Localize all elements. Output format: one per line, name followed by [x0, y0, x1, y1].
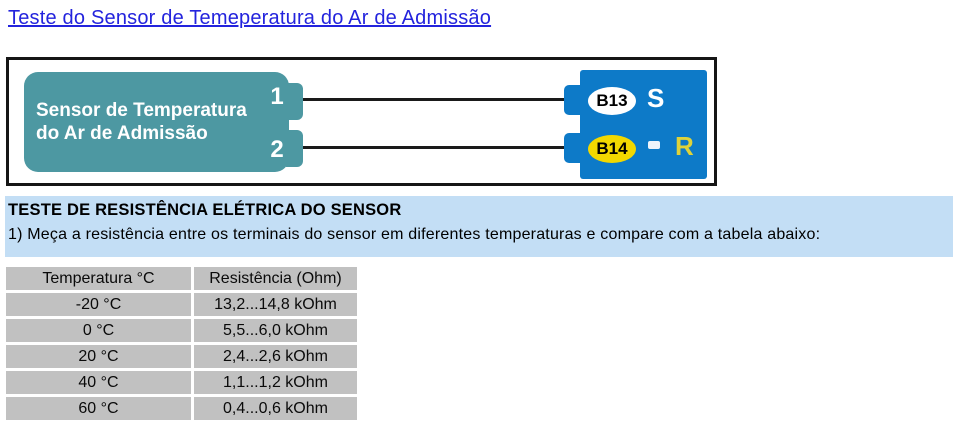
cell-resistance: 0,4...0,6 kOhm: [194, 397, 357, 420]
table-row: 60 °C 0,4...0,6 kOhm: [6, 397, 357, 420]
cell-resistance: 1,1...1,2 kOhm: [194, 371, 357, 394]
signal-r-label: R: [675, 131, 694, 161]
terminal-b14-label: B14: [596, 139, 628, 158]
sensor-pin1-tab: [286, 83, 303, 120]
table-row: 40 °C 1,1...1,2 kOhm: [6, 371, 357, 394]
cell-temperature: 20 °C: [6, 345, 191, 368]
terminal-b13-label: B13: [596, 91, 628, 110]
cell-temperature: 0 °C: [6, 319, 191, 342]
table-header-row: Temperatura °C Resistência (Ohm): [6, 267, 357, 290]
table-row: 20 °C 2,4...2,6 kOhm: [6, 345, 357, 368]
table-row: 0 °C 5,5...6,0 kOhm: [6, 319, 357, 342]
ecu-connector-block: B13 S B14 R: [580, 70, 707, 179]
cell-resistance: 13,2...14,8 kOhm: [194, 293, 357, 316]
wire-pin1-to-b13: [303, 98, 583, 101]
signal-s-label: S: [647, 83, 665, 113]
cell-resistance: 2,4...2,6 kOhm: [194, 345, 357, 368]
connector-tab-b14: [564, 133, 581, 163]
resistance-table: Temperatura °C Resistência (Ohm) -20 °C …: [3, 264, 360, 423]
page-title-link[interactable]: Teste do Sensor de Temeperatura do Ar de…: [8, 7, 492, 29]
sensor-pin2-number: 2: [270, 136, 284, 163]
terminal-b13-badge: B13: [588, 87, 636, 115]
sensor-pin1-number: 1: [270, 83, 284, 110]
test-section: TESTE DE RESISTÊNCIA ELÉTRICA DO SENSOR …: [5, 196, 953, 257]
cell-resistance: 5,5...6,0 kOhm: [194, 319, 357, 342]
section-heading: TESTE DE RESISTÊNCIA ELÉTRICA DO SENSOR: [8, 201, 402, 219]
sensor-label-line2: do Ar de Admissão: [36, 123, 208, 144]
wire-pin2-to-b14: [303, 146, 583, 149]
wiring-diagram: Sensor de Temperatura do Ar de Admissão …: [6, 57, 717, 186]
header-temperature: Temperatura °C: [6, 267, 191, 290]
cell-temperature: 40 °C: [6, 371, 191, 394]
section-instruction: 1) Meça a resistência entre os terminais…: [8, 226, 821, 243]
minus-mark: [648, 141, 660, 149]
terminal-b14-badge: B14: [588, 135, 636, 163]
header-resistance: Resistência (Ohm): [194, 267, 357, 290]
sensor-pin2-tab: [286, 130, 303, 167]
cell-temperature: 60 °C: [6, 397, 191, 420]
sensor-block: Sensor de Temperatura do Ar de Admissão: [24, 72, 289, 172]
table-row: -20 °C 13,2...14,8 kOhm: [6, 293, 357, 316]
cell-temperature: -20 °C: [6, 293, 191, 316]
sensor-label-line1: Sensor de Temperatura: [36, 100, 247, 121]
connector-tab-b13: [564, 85, 581, 115]
